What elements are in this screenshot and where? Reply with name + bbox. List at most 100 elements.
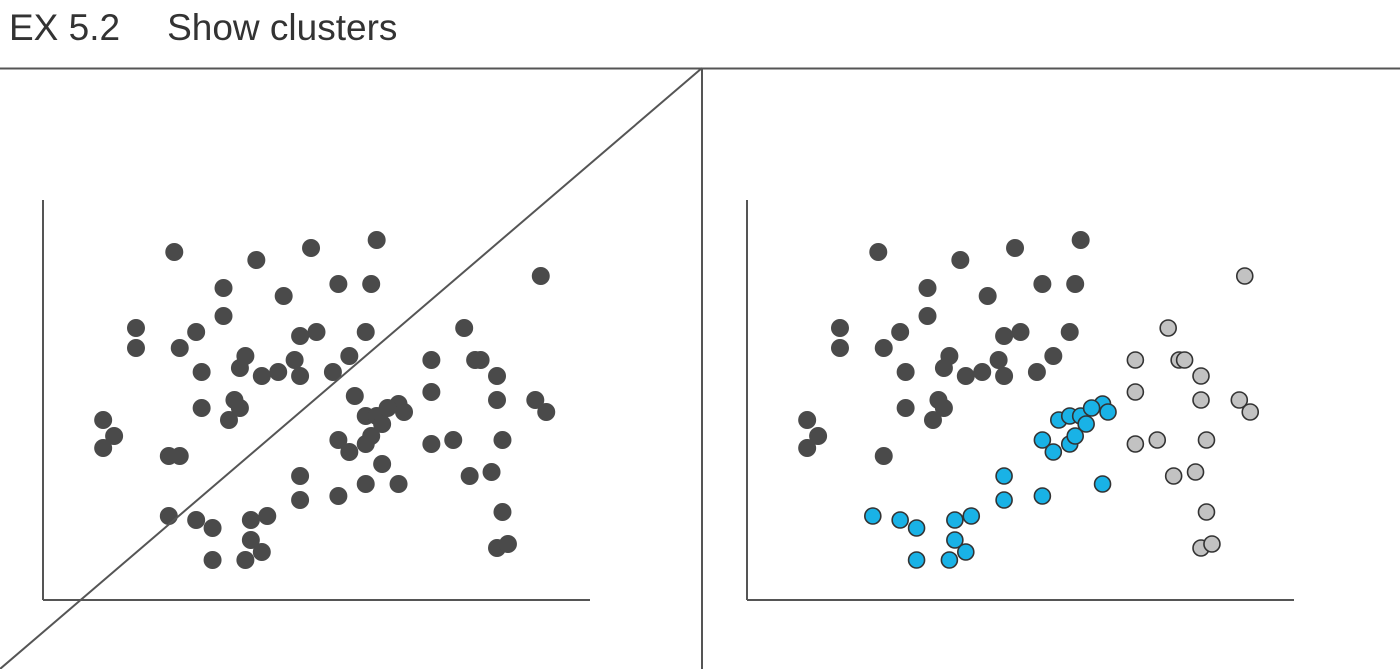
data-point bbox=[1033, 431, 1052, 449]
data-point bbox=[918, 279, 937, 297]
data-point bbox=[956, 367, 975, 385]
data-point bbox=[1006, 239, 1025, 257]
scatter-panel-unclustered bbox=[0, 67, 703, 669]
data-point bbox=[1033, 275, 1052, 293]
data-point bbox=[891, 323, 910, 341]
data-point bbox=[422, 435, 441, 453]
data-point bbox=[1066, 427, 1084, 445]
data-point bbox=[1126, 435, 1145, 453]
exhibit-number: EX 5.2 bbox=[9, 7, 121, 48]
data-point bbox=[159, 507, 178, 525]
data-point bbox=[367, 231, 386, 249]
data-point bbox=[187, 511, 206, 529]
data-point bbox=[1197, 503, 1216, 521]
data-point bbox=[1060, 323, 1079, 341]
data-point bbox=[1044, 347, 1063, 365]
data-point bbox=[422, 351, 441, 369]
data-point bbox=[488, 391, 507, 409]
data-point bbox=[340, 443, 359, 461]
data-point bbox=[340, 347, 359, 365]
data-point bbox=[214, 307, 233, 325]
data-point bbox=[1192, 367, 1210, 385]
data-point bbox=[1126, 351, 1145, 369]
data-point bbox=[1148, 431, 1167, 449]
data-point bbox=[498, 535, 517, 553]
data-point bbox=[798, 411, 817, 429]
data-point bbox=[1203, 535, 1221, 553]
data-point bbox=[869, 243, 888, 261]
data-point bbox=[192, 363, 211, 381]
data-point bbox=[165, 243, 184, 261]
data-point bbox=[1241, 403, 1260, 421]
data-point bbox=[126, 319, 145, 337]
data-point bbox=[203, 551, 222, 569]
data-point bbox=[493, 503, 512, 521]
data-point bbox=[962, 507, 981, 525]
data-point bbox=[1071, 231, 1090, 249]
data-point bbox=[918, 307, 937, 325]
scatter-panel-clustered bbox=[746, 200, 1294, 601]
data-point bbox=[973, 363, 992, 381]
data-point bbox=[378, 399, 397, 417]
data-point bbox=[291, 367, 310, 385]
data-point bbox=[830, 319, 849, 337]
data-point bbox=[891, 511, 909, 529]
data-point bbox=[362, 427, 381, 445]
data-point bbox=[230, 359, 249, 377]
data-point bbox=[422, 383, 441, 401]
data-point bbox=[1197, 431, 1216, 449]
data-point bbox=[444, 431, 463, 449]
exhibit-header: EX 5.2 Show clusters bbox=[9, 4, 397, 52]
data-point bbox=[907, 519, 926, 537]
data-point bbox=[896, 363, 915, 381]
data-point bbox=[1044, 443, 1063, 461]
data-point bbox=[488, 367, 507, 385]
data-point bbox=[252, 543, 271, 561]
data-point bbox=[526, 391, 545, 409]
data-point bbox=[934, 359, 953, 377]
data-point bbox=[345, 387, 364, 405]
data-point bbox=[1126, 383, 1145, 401]
data-point bbox=[291, 327, 310, 345]
data-point bbox=[192, 399, 211, 417]
data-point bbox=[389, 475, 408, 493]
data-point bbox=[1033, 487, 1052, 505]
separator-diagonal bbox=[0, 67, 703, 669]
data-point bbox=[471, 351, 490, 369]
data-point bbox=[94, 411, 113, 429]
data-point bbox=[956, 543, 975, 561]
data-point bbox=[940, 551, 959, 569]
data-point bbox=[493, 431, 512, 449]
data-point bbox=[1027, 363, 1046, 381]
data-point bbox=[373, 455, 392, 473]
data-point bbox=[105, 427, 124, 445]
data-point bbox=[329, 487, 348, 505]
data-point bbox=[241, 531, 260, 549]
data-point bbox=[373, 415, 392, 433]
data-point bbox=[356, 323, 375, 341]
data-point bbox=[94, 439, 113, 457]
data-point bbox=[946, 531, 964, 549]
data-point bbox=[1230, 391, 1249, 409]
data-point bbox=[214, 279, 233, 297]
data-point bbox=[236, 551, 255, 569]
data-point bbox=[1099, 403, 1117, 421]
data-point bbox=[995, 467, 1013, 485]
data-point bbox=[995, 491, 1013, 509]
data-point bbox=[269, 363, 288, 381]
data-point bbox=[1164, 467, 1183, 485]
data-point bbox=[126, 339, 145, 357]
data-point bbox=[285, 351, 304, 369]
data-point bbox=[1175, 351, 1194, 369]
data-point bbox=[170, 339, 189, 357]
data-point bbox=[995, 327, 1014, 345]
data-point bbox=[1235, 267, 1254, 285]
data-point bbox=[362, 275, 381, 293]
data-point bbox=[159, 447, 178, 465]
data-point bbox=[455, 319, 474, 337]
data-point bbox=[951, 251, 970, 269]
data-point bbox=[830, 339, 849, 357]
data-point bbox=[252, 367, 271, 385]
data-point bbox=[1011, 323, 1030, 341]
